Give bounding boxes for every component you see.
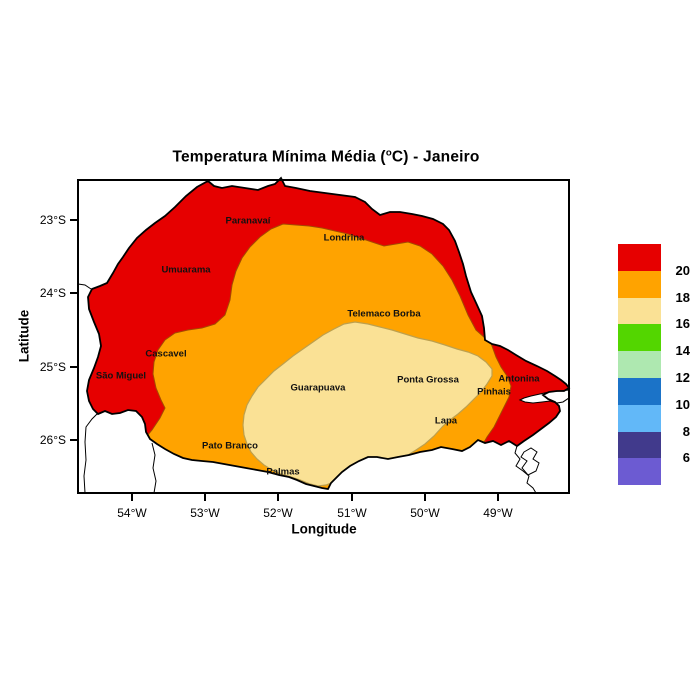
city-label-guarapuava: Guarapuava	[290, 382, 346, 394]
y-tick-label: 26°S	[39, 433, 66, 447]
argentina-border-line	[83, 412, 99, 494]
band-20-plus-northwest	[87, 178, 501, 471]
neighbor-borders	[77, 283, 540, 494]
degree-superscript: o	[385, 147, 392, 159]
legend-swatch	[618, 404, 661, 432]
x-tick-mark	[277, 493, 279, 501]
y-tick-mark	[70, 219, 78, 221]
city-label-pinhais: Pinhais	[477, 386, 511, 398]
city-label-antonina: Antonina	[498, 373, 540, 385]
legend-level-label: 20	[675, 262, 690, 278]
city-label-palmas: Palmas	[266, 466, 300, 478]
x-tick-mark	[204, 493, 206, 501]
x-tick-mark	[424, 493, 426, 501]
legend-swatch	[618, 244, 661, 271]
legend-level-label: 12	[675, 370, 690, 385]
city-label-cascavel: Cascavel	[145, 348, 187, 360]
city-label-telemaco-borba: Telemaco Borba	[347, 308, 421, 320]
x-tick-label: 54°W	[117, 506, 147, 520]
legend-level-label: 18	[675, 289, 690, 305]
y-tick-label: 23°S	[39, 213, 66, 227]
legend-swatch	[618, 351, 661, 378]
x-tick-label: 53°W	[190, 506, 220, 520]
state-boundary	[86, 176, 571, 490]
city-label-umuarama: Umuarama	[161, 264, 211, 276]
y-axis-label: Latitude	[16, 309, 32, 363]
city-label-lapa: Lapa	[434, 415, 458, 427]
city-label-paranavaí: Paranavaí	[225, 215, 271, 227]
legend-level-label: 6	[682, 450, 690, 466]
legend-swatch	[618, 270, 661, 298]
x-tick-mark	[131, 493, 133, 501]
x-tick-label: 51°W	[337, 506, 367, 520]
santa-catarina-border-line	[151, 442, 157, 494]
legend-level-label: 14	[675, 343, 690, 359]
chart-title-text: Temperatura Mínima Média (	[172, 148, 386, 166]
y-tick-label: 24°S	[39, 286, 66, 300]
legend-colorbar	[618, 244, 661, 486]
y-tick-mark	[70, 292, 78, 294]
y-tick-mark	[70, 439, 78, 441]
south-coastline	[514, 445, 537, 494]
legend-level-label: 16	[675, 316, 690, 332]
chart-title-suffix: C) - Janeiro	[391, 148, 480, 166]
legend-level-label: 8	[682, 423, 690, 439]
x-axis-label: Longitude	[291, 521, 357, 537]
y-tick-label: 25°S	[39, 360, 66, 374]
x-tick-mark	[497, 493, 499, 501]
legend-swatch	[618, 297, 661, 325]
legend-swatch	[618, 458, 661, 486]
paraguay-border-line	[77, 283, 92, 290]
legend-swatch	[618, 324, 661, 352]
chart-title: Temperatura Mínima Média (oC) - Janeiro	[172, 147, 479, 166]
x-tick-label: 52°W	[263, 506, 293, 520]
city-label-ponta-grossa: Ponta Grossa	[397, 374, 459, 386]
city-label-são-miguel: São Miguel	[95, 370, 147, 382]
y-tick-mark	[70, 366, 78, 368]
legend-swatch	[618, 377, 661, 405]
x-tick-mark	[351, 493, 353, 501]
city-label-pato-branco: Pato Branco	[202, 440, 258, 452]
x-tick-label: 49°W	[483, 506, 513, 520]
plot-frame	[77, 179, 570, 494]
legend-swatch	[618, 431, 661, 459]
legend-level-label: 10	[675, 396, 690, 412]
x-tick-label: 50°W	[410, 506, 440, 520]
coastal-island	[520, 447, 540, 476]
city-label-londrina: Londrina	[323, 232, 365, 244]
